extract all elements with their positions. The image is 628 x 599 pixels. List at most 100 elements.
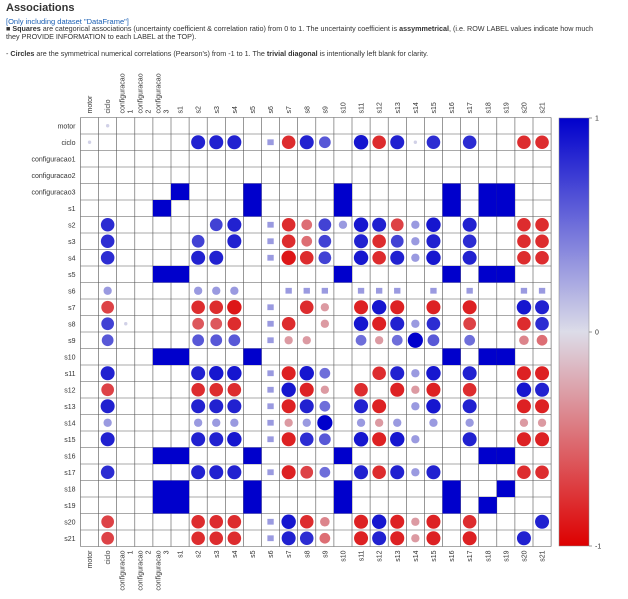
svg-text:s12: s12 xyxy=(377,102,384,113)
correlation-circle xyxy=(535,382,550,397)
correlation-circle xyxy=(372,432,387,447)
row-label: s4 xyxy=(68,255,76,262)
correlation-circle xyxy=(299,300,314,315)
correlation-circle xyxy=(320,516,330,527)
row-label: configuracao3 xyxy=(32,189,76,196)
association-square xyxy=(357,287,365,294)
correlation-circle xyxy=(209,382,224,397)
correlation-circle xyxy=(191,514,205,529)
correlation-circle xyxy=(519,335,529,346)
association-square xyxy=(496,266,515,283)
association-square xyxy=(267,238,274,245)
correlation-circle xyxy=(390,218,404,232)
correlation-circle xyxy=(535,135,549,150)
svg-text:s17: s17 xyxy=(467,102,474,113)
correlation-circle xyxy=(353,250,369,265)
correlation-circle xyxy=(281,382,296,397)
association-square xyxy=(171,447,190,464)
svg-text:s18: s18 xyxy=(485,102,492,113)
column-label: configuracao 2 xyxy=(137,73,152,113)
svg-text:s2: s2 xyxy=(196,106,203,114)
svg-text:s15: s15 xyxy=(431,102,438,113)
correlation-circle xyxy=(227,514,242,529)
correlation-circle xyxy=(227,217,242,232)
correlation-circle xyxy=(319,466,331,478)
row-label: s15 xyxy=(64,437,75,444)
correlation-circle xyxy=(193,286,203,295)
correlation-circle xyxy=(227,399,242,414)
correlation-circle xyxy=(390,250,405,265)
correlation-circle xyxy=(535,514,550,529)
correlation-circle xyxy=(101,383,115,397)
correlation-circle xyxy=(191,432,206,447)
correlation-circle xyxy=(517,234,531,249)
correlation-circle xyxy=(227,382,242,397)
association-square xyxy=(333,447,352,464)
column-label: s20 xyxy=(521,550,528,561)
correlation-circle xyxy=(281,531,296,546)
circles-label: Circles xyxy=(10,49,35,58)
association-square xyxy=(267,139,274,146)
association-square xyxy=(478,497,497,514)
colorbar xyxy=(558,117,590,547)
association-square xyxy=(171,183,190,200)
row-label: s5 xyxy=(68,272,76,279)
association-square xyxy=(243,480,262,497)
column-label: configuracao 3 xyxy=(155,73,170,113)
correlation-circle xyxy=(462,300,477,315)
correlation-circle xyxy=(227,465,242,480)
correlation-circle xyxy=(517,465,531,480)
correlation-circle xyxy=(209,218,223,232)
svg-text:s9: s9 xyxy=(322,106,329,114)
correlation-circle xyxy=(372,399,387,414)
correlation-circle xyxy=(281,514,296,529)
svg-text:configuracao: configuracao xyxy=(155,550,162,590)
association-square xyxy=(267,370,274,377)
correlation-circle xyxy=(354,399,369,414)
svg-text:s19: s19 xyxy=(503,102,510,113)
correlation-circle xyxy=(462,432,477,447)
correlation-circle xyxy=(536,334,548,346)
association-square xyxy=(267,254,274,261)
row-label: s8 xyxy=(68,321,76,328)
svg-text:configuracao: configuracao xyxy=(137,550,144,590)
association-square xyxy=(430,287,437,294)
association-square xyxy=(520,287,528,294)
svg-text:s21: s21 xyxy=(540,550,547,561)
association-square xyxy=(394,287,401,294)
row-label: s21 xyxy=(64,536,75,543)
association-square xyxy=(496,348,515,365)
correlation-circle xyxy=(227,316,242,331)
correlation-circle xyxy=(354,465,369,480)
correlation-circle xyxy=(426,135,441,150)
association-square xyxy=(496,200,515,217)
association-square xyxy=(152,447,171,464)
association-square xyxy=(496,447,515,464)
correlation-circle xyxy=(353,316,369,331)
correlation-circle xyxy=(462,514,477,529)
svg-text:ciclo: ciclo xyxy=(105,99,112,113)
correlation-circle xyxy=(354,514,369,529)
row-label: motor xyxy=(58,123,77,130)
dash-icon: - xyxy=(6,49,11,58)
correlation-circle xyxy=(371,300,387,315)
correlation-circle xyxy=(354,531,369,546)
correlation-circle xyxy=(411,468,420,477)
row-label: configuracao2 xyxy=(32,173,76,180)
correlation-circle xyxy=(338,220,348,229)
correlation-circle xyxy=(429,418,438,427)
correlation-circle xyxy=(100,217,115,232)
correlation-circle xyxy=(390,316,405,331)
dataset-link[interactable]: [Only including dataset "DataFrame"] xyxy=(6,17,129,26)
svg-text:s10: s10 xyxy=(340,102,347,113)
correlation-circle xyxy=(318,218,332,232)
colorbar-tick-label: 1 xyxy=(595,116,599,123)
correlation-circle xyxy=(371,514,387,529)
correlation-circle xyxy=(374,336,384,345)
association-square xyxy=(243,200,262,217)
correlation-circle xyxy=(320,319,330,328)
correlation-circle xyxy=(411,435,420,444)
association-square xyxy=(333,497,352,514)
correlation-circle xyxy=(355,334,367,346)
svg-text:s5: s5 xyxy=(250,106,257,114)
